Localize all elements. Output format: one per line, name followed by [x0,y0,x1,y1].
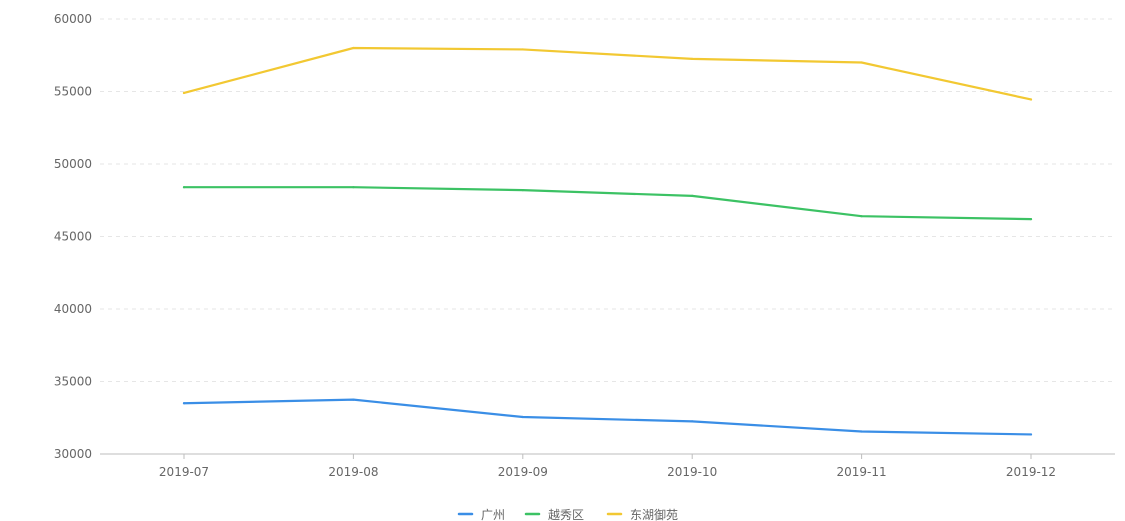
y-tick-label: 45000 [54,230,92,244]
series-2-point[interactable] [182,91,186,95]
y-tick-label: 40000 [54,302,92,316]
series-2-point[interactable] [521,48,524,51]
legend-label: 东湖御苑 [630,507,678,521]
x-tick-label: 2019-12 [1006,465,1056,479]
y-tick-label: 60000 [54,12,92,26]
series-1-point[interactable] [1029,218,1033,221]
series-0-point[interactable] [352,398,355,401]
x-tick-label: 2019-09 [498,465,548,479]
series-2-point[interactable] [1029,98,1033,101]
x-tick-label: 2019-08 [328,465,378,479]
axis-layer: 30000 35000 40000 45000 50000 55000 60000 2019-… [54,12,1115,479]
series-0-point[interactable] [182,402,186,405]
series-1-point[interactable] [521,189,524,192]
x-tick-label: 2019-10 [667,465,717,479]
series-0-point[interactable] [860,430,863,433]
series-line-0[interactable] [182,398,1033,436]
series-2-point[interactable] [352,46,355,50]
x-tick-label: 2019-11 [837,465,887,479]
y-tick-label: 55000 [54,85,92,99]
legend-label: 越秀区 [548,508,584,521]
y-tick-label: 50000 [54,157,92,171]
series-1-point[interactable] [691,194,694,197]
series-1-point[interactable] [182,186,186,189]
series-0-point[interactable] [691,420,694,423]
legend-item-2[interactable]: 东湖御苑 [606,507,678,521]
series-line-2[interactable] [182,46,1033,101]
series-2-point[interactable] [691,57,694,60]
y-tick-label: 35000 [54,375,92,389]
y-tick-label: 30000 [54,447,92,461]
x-tick-label: 2019-07 [159,465,209,479]
series-0-point[interactable] [1029,433,1033,436]
legend-item-0[interactable]: 广州 [457,508,505,521]
series-layer [182,46,1033,436]
series-line-1[interactable] [182,186,1033,221]
series-0-point[interactable] [521,415,524,419]
legend-item-1[interactable]: 越秀区 [524,508,584,521]
grid-layer [100,18,1115,382]
series-2-point[interactable] [860,61,863,64]
legend[interactable]: 广州 越秀区 东湖御苑 [457,507,678,521]
legend-label: 广州 [481,508,505,521]
series-1-point[interactable] [860,215,863,218]
series-1-point[interactable] [352,186,355,189]
